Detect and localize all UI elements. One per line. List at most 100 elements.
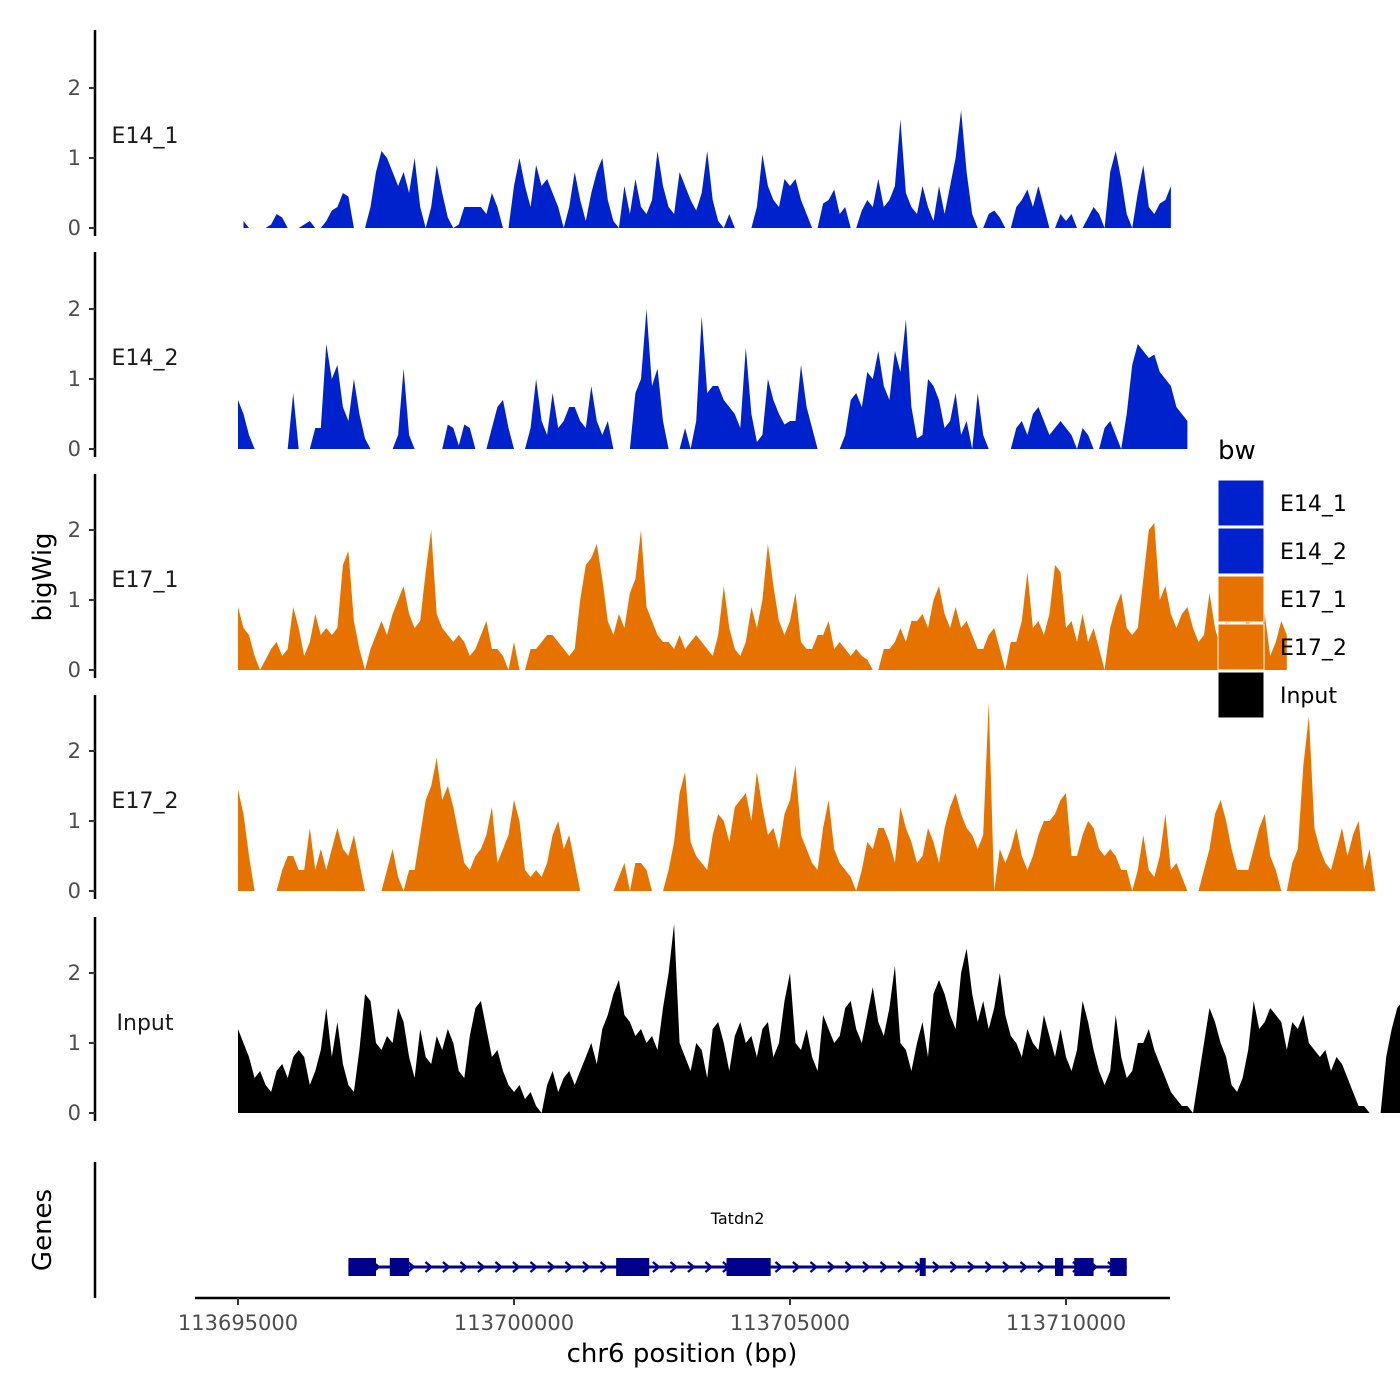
legend-label: E14_2 [1280,540,1347,565]
legend-label: E17_2 [1280,636,1347,661]
coverage-area-E17_1 [238,523,1287,670]
coverage-area-E17_2 [238,702,1400,891]
y-tick-label: 2 [68,76,81,100]
legend-item-E17_1: E17_1 [1217,575,1347,623]
y-tick-label: 1 [68,146,81,170]
exon [616,1258,650,1276]
y-tick-label: 0 [68,658,81,682]
strand-arrow [582,1261,591,1273]
strand-arrow [792,1261,801,1273]
strand-arrow [844,1261,854,1273]
strand-arrow [669,1261,679,1273]
legend-items: E14_1 E14_2 E17_1 E17_2 Input [1217,479,1347,719]
legend-title: bw [1218,436,1256,466]
strand-arrow [494,1261,504,1273]
legend: bw E14_1 E14_2 E17_1 E17_2 Input [1217,436,1347,719]
coverage-area-E14_1 [243,110,1171,228]
y-tick-label: 1 [68,809,81,833]
strand-arrow [984,1261,994,1273]
strand-arrow [1019,1261,1029,1273]
exon [1110,1258,1127,1276]
strand-arrow [529,1261,539,1273]
legend-item-E17_2: E17_2 [1217,623,1347,671]
coverage-area-E14_2 [238,309,1188,449]
y-tick-label: 2 [68,297,81,321]
strand-arrow [459,1261,469,1273]
strand-arrow [704,1261,714,1273]
coverage-area-Input [238,924,1400,1113]
y-tick-label: 1 [68,588,81,612]
legend-item-Input: Input [1217,671,1337,719]
strand-arrow [407,1261,416,1273]
track-E14_2: 0 1 2 E14_2 [68,252,1188,461]
exon [919,1258,926,1276]
y-axis-title: bigWig [28,532,58,621]
y-tick-label: 0 [68,437,81,461]
x-axis: 113695000 113700000 113705000 113710000 chr… [178,1296,1170,1369]
strand-arrow [564,1261,574,1273]
strand-arrow [932,1261,941,1273]
legend-swatch [1217,575,1265,623]
track-label: E14_1 [112,124,179,149]
track-label: E17_1 [112,568,179,593]
strand-arrow [827,1261,836,1273]
track-label: E14_2 [112,346,179,371]
exon [348,1258,376,1276]
exon [726,1258,771,1276]
track-E17_2: 0 1 2 E17_2 [68,695,1400,903]
y-tick-label: 0 [68,879,81,903]
legend-swatch [1217,671,1265,719]
strand-arrow [1002,1261,1011,1273]
legend-swatch [1217,623,1265,671]
strand-arrow [809,1261,819,1273]
y-tick-label: 1 [68,1031,81,1055]
y-tick-label: 0 [68,1101,81,1125]
strand-arrow [949,1261,959,1273]
strand-arrow [862,1261,871,1273]
legend-label: Input [1280,684,1337,709]
strand-arrow [652,1261,661,1273]
x-axis-ticks: 113695000 113700000 113705000 113710000 [178,1298,1126,1335]
track-label: E17_2 [112,789,179,814]
strand-arrow [879,1261,889,1273]
strand-arrow [774,1261,784,1273]
legend-swatch [1217,527,1265,575]
strand-arrow [897,1261,906,1273]
strand-arrow [424,1261,434,1273]
exon [1054,1258,1064,1276]
genes-axis-title: Genes [28,1189,58,1271]
x-tick-label: 113700000 [454,1311,574,1335]
track-label: Input [117,1011,174,1036]
gene-track: Tatdn2 [93,1162,1127,1298]
strand-arrow [687,1261,696,1273]
track-E14_1: 0 1 2 E14_1 [68,30,1171,240]
x-axis-title: chr6 position (bp) [567,1339,798,1369]
legend-label: E14_1 [1280,492,1347,517]
y-tick-label: 2 [68,961,81,985]
x-tick-label: 113705000 [730,1311,850,1335]
legend-label: E17_1 [1280,588,1347,613]
strand-arrow [547,1261,556,1273]
strand-arrow [967,1261,976,1273]
strand-arrow [512,1261,521,1273]
strand-arrow [442,1261,451,1273]
x-tick-label: 113695000 [178,1311,298,1335]
exon [389,1258,410,1276]
strand-arrow [477,1261,486,1273]
strand-arrow [599,1261,609,1273]
y-tick-label: 2 [68,739,81,763]
legend-item-E14_1: E14_1 [1217,479,1347,527]
gene-name-label: Tatdn2 [710,1209,765,1228]
track-E17_1: 0 1 2 E17_1 [68,474,1287,682]
y-tick-label: 0 [68,216,81,240]
y-tick-label: 2 [68,518,81,542]
exon [1074,1258,1094,1276]
legend-swatch [1217,479,1265,527]
track-Input: 0 1 2 Input [68,917,1400,1125]
gene-body [348,1258,1127,1276]
x-tick-label: 113710000 [1006,1311,1126,1335]
legend-item-E14_2: E14_2 [1217,527,1347,575]
tracks-layer: 0 1 2 E14_1 0 1 2 E14_2 0 1 2 E17_1 0 1 2 E17_2 0 1 2 Input [68,30,1400,1125]
y-tick-label: 1 [68,367,81,391]
